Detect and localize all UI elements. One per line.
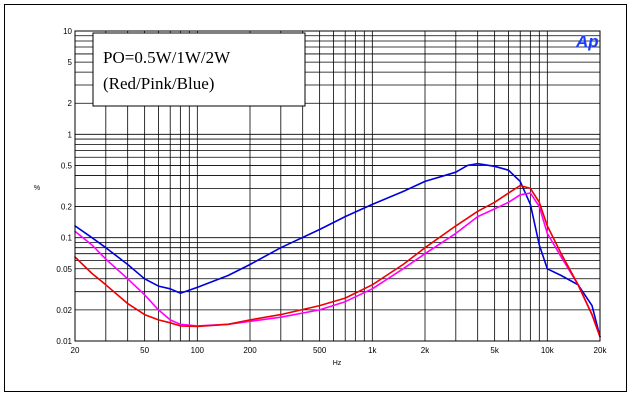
x-tick-label: 50 [140, 346, 149, 355]
annotation-box-frame [92, 32, 306, 107]
x-tick-label: 20 [71, 346, 80, 355]
y-tick-label: 0.2 [61, 203, 73, 212]
y-axis-label: % [34, 185, 40, 192]
x-tick-label: 1k [368, 346, 377, 355]
series-lines [74, 162, 601, 338]
y-tick-label: 0.05 [56, 265, 72, 274]
x-axis-label: Hz [333, 360, 342, 367]
plot-border [74, 30, 601, 342]
y-tick-label: 0.5 [61, 161, 73, 170]
ap-logo: Ap [575, 32, 599, 51]
y-tick-labels: 0.01 0.02 0.05 0.1 0.2 0.5 1 2 5 10 [56, 27, 72, 346]
x-tick-label: 5k [490, 346, 499, 355]
y-tick-label: 10 [63, 27, 72, 36]
y-tick-label: 0.01 [56, 337, 72, 346]
x-tick-label: 20k [594, 346, 608, 355]
y-tick-label: 0.02 [56, 306, 72, 315]
annotation-line-1: PO=0.5W/1W/2W [103, 48, 231, 67]
series-line-0 [74, 162, 601, 338]
series-line-2 [74, 184, 601, 338]
x-tick-label: 500 [313, 346, 327, 355]
x-tick-label: 10k [541, 346, 555, 355]
y-tick-label: 5 [68, 58, 73, 67]
annotation-line-2: (Red/Pink/Blue) [103, 74, 214, 93]
series-line-1 [74, 192, 601, 338]
annotation-box: PO=0.5W/1W/2W (Red/Pink/Blue) [92, 32, 306, 107]
x-tick-label: 200 [243, 346, 257, 355]
x-tick-label: 100 [191, 346, 205, 355]
x-tick-label: 2k [421, 346, 430, 355]
x-tick-labels: 20 50 100 200 500 1k 2k 5k 10k 20k [71, 346, 608, 355]
y-tick-label: 1 [68, 130, 73, 139]
y-tick-label: 0.1 [61, 234, 73, 243]
y-tick-label: 2 [68, 99, 73, 108]
